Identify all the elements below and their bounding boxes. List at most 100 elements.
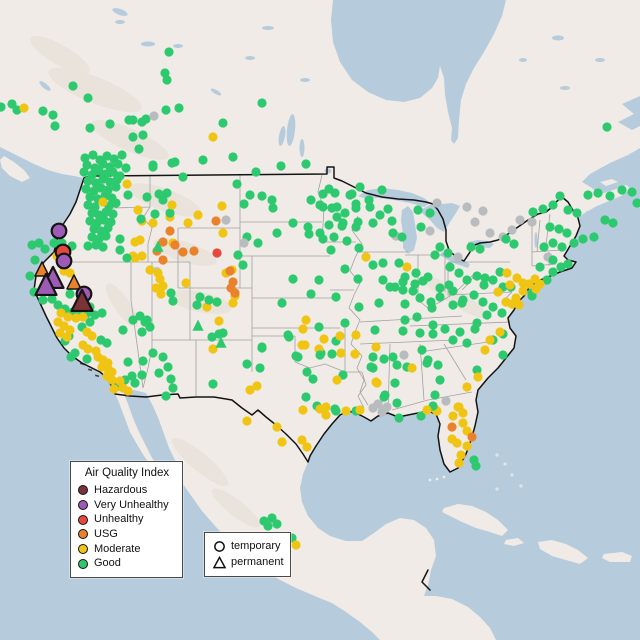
station-dot-temporary[interactable]: [497, 308, 507, 318]
station-dot-temporary[interactable]: [361, 252, 371, 262]
station-dot-temporary[interactable]: [163, 362, 173, 372]
station-dot-temporary[interactable]: [148, 348, 158, 358]
station-dot-temporary[interactable]: [228, 152, 238, 162]
station-dot-temporary[interactable]: [480, 273, 490, 283]
station-dot-temporary[interactable]: [321, 402, 331, 412]
station-dot-temporary[interactable]: [335, 331, 345, 341]
station-dot-temporary[interactable]: [108, 167, 118, 177]
station-dot-temporary[interactable]: [130, 378, 140, 388]
station-dot-temporary[interactable]: [124, 115, 134, 125]
station-dot-temporary[interactable]: [25, 271, 35, 281]
station-dot-temporary[interactable]: [242, 416, 252, 426]
station-dot-temporary[interactable]: [408, 286, 418, 296]
station-dot-temporary[interactable]: [593, 188, 603, 198]
station-dot-temporary[interactable]: [214, 316, 224, 326]
station-dot-temporary[interactable]: [455, 327, 465, 337]
station-dot-temporary[interactable]: [121, 163, 131, 173]
station-dot-temporary[interactable]: [238, 260, 248, 270]
station-dot-temporary[interactable]: [161, 391, 171, 401]
station-dot-temporary[interactable]: [340, 318, 350, 328]
station-dot-temporary[interactable]: [192, 300, 202, 310]
station-dot-temporary[interactable]: [329, 232, 339, 242]
station-dot-temporary[interactable]: [417, 345, 427, 355]
station-dot-temporary[interactable]: [364, 195, 374, 205]
station-dot-temporary[interactable]: [165, 208, 175, 218]
station-dot-temporary[interactable]: [308, 374, 318, 384]
station-dot-temporary[interactable]: [101, 231, 111, 241]
station-dot-temporary[interactable]: [319, 334, 329, 344]
station-dot-temporary[interactable]: [515, 215, 525, 225]
station-dot-temporary[interactable]: [422, 358, 432, 368]
station-dot-temporary[interactable]: [371, 342, 381, 352]
station-dot-temporary[interactable]: [94, 166, 104, 176]
station-dot-temporary[interactable]: [321, 410, 331, 420]
station-dot-temporary[interactable]: [288, 274, 298, 284]
station-dot-temporary[interactable]: [183, 218, 193, 228]
station-dot-temporary[interactable]: [83, 344, 93, 354]
station-dot-temporary[interactable]: [428, 320, 438, 330]
station-dot-temporary[interactable]: [288, 218, 298, 228]
station-dot-temporary[interactable]: [166, 288, 176, 298]
station-dot-temporary[interactable]: [430, 390, 440, 400]
station-dot-temporary[interactable]: [204, 295, 214, 305]
station-dot-temporary[interactable]: [548, 267, 558, 277]
station-dot-temporary[interactable]: [145, 265, 155, 275]
station-dot-temporary[interactable]: [38, 295, 48, 305]
station-dot-temporary[interactable]: [297, 435, 307, 445]
station-dot-temporary[interactable]: [257, 191, 267, 201]
station-dot-temporary[interactable]: [137, 370, 147, 380]
station-dot-temporary[interactable]: [148, 218, 158, 228]
station-dot-temporary[interactable]: [208, 132, 218, 142]
station-dot-temporary[interactable]: [388, 228, 398, 238]
station-dot-temporary[interactable]: [428, 329, 438, 339]
station-dot-temporary[interactable]: [99, 215, 109, 225]
station-dot-temporary[interactable]: [221, 215, 231, 225]
station-dot-temporary[interactable]: [479, 280, 489, 290]
station-dot-temporary[interactable]: [488, 302, 498, 312]
station-dot-temporary[interactable]: [600, 215, 610, 225]
station-dot-temporary[interactable]: [245, 385, 255, 395]
station-dot-temporary[interactable]: [83, 241, 93, 251]
highlight-marker-triangle[interactable]: [34, 272, 58, 297]
station-dot-temporary[interactable]: [137, 117, 147, 127]
station-dot-temporary[interactable]: [156, 289, 166, 299]
highlight-marker-triangle[interactable]: [34, 261, 50, 277]
station-dot-temporary[interactable]: [217, 201, 227, 211]
station-dot-temporary[interactable]: [211, 216, 221, 226]
station-dot-temporary[interactable]: [138, 130, 148, 140]
station-dot-temporary[interactable]: [232, 179, 242, 189]
station-dot-temporary[interactable]: [123, 190, 133, 200]
station-dot-temporary[interactable]: [166, 374, 176, 384]
station-dot-temporary[interactable]: [340, 208, 350, 218]
station-dot-temporary[interactable]: [387, 216, 397, 226]
station-dot-temporary[interactable]: [423, 272, 433, 282]
station-dot-temporary[interactable]: [253, 238, 263, 248]
station-dot-temporary[interactable]: [462, 441, 472, 451]
station-dot-temporary[interactable]: [495, 267, 505, 277]
station-dot-temporary[interactable]: [472, 271, 482, 281]
station-dot-temporary[interactable]: [555, 191, 565, 201]
station-dot-temporary[interactable]: [71, 313, 81, 323]
station-dot-temporary[interactable]: [202, 302, 212, 312]
station-dot-temporary[interactable]: [562, 228, 572, 238]
station-dot-temporary[interactable]: [98, 242, 108, 252]
station-dot-temporary[interactable]: [354, 243, 364, 253]
station-dot-temporary[interactable]: [353, 274, 363, 284]
station-dot-temporary[interactable]: [83, 176, 93, 186]
station-dot-temporary[interactable]: [454, 458, 464, 468]
station-dot-temporary[interactable]: [50, 121, 60, 131]
station-dot-temporary[interactable]: [300, 340, 310, 350]
station-dot-temporary[interactable]: [145, 322, 155, 332]
station-dot-temporary[interactable]: [347, 189, 357, 199]
station-dot-temporary[interactable]: [330, 404, 340, 414]
station-dot-temporary[interactable]: [512, 298, 522, 308]
station-dot-temporary[interactable]: [488, 275, 498, 285]
station-dot-temporary[interactable]: [440, 324, 450, 334]
station-dot-temporary[interactable]: [578, 234, 588, 244]
station-dot-temporary[interactable]: [416, 222, 426, 232]
station-dot-temporary[interactable]: [98, 197, 108, 207]
station-dot-temporary[interactable]: [448, 335, 458, 345]
station-dot-temporary[interactable]: [109, 384, 119, 394]
station-dot-temporary[interactable]: [122, 179, 132, 189]
station-dot-temporary[interactable]: [478, 297, 488, 307]
